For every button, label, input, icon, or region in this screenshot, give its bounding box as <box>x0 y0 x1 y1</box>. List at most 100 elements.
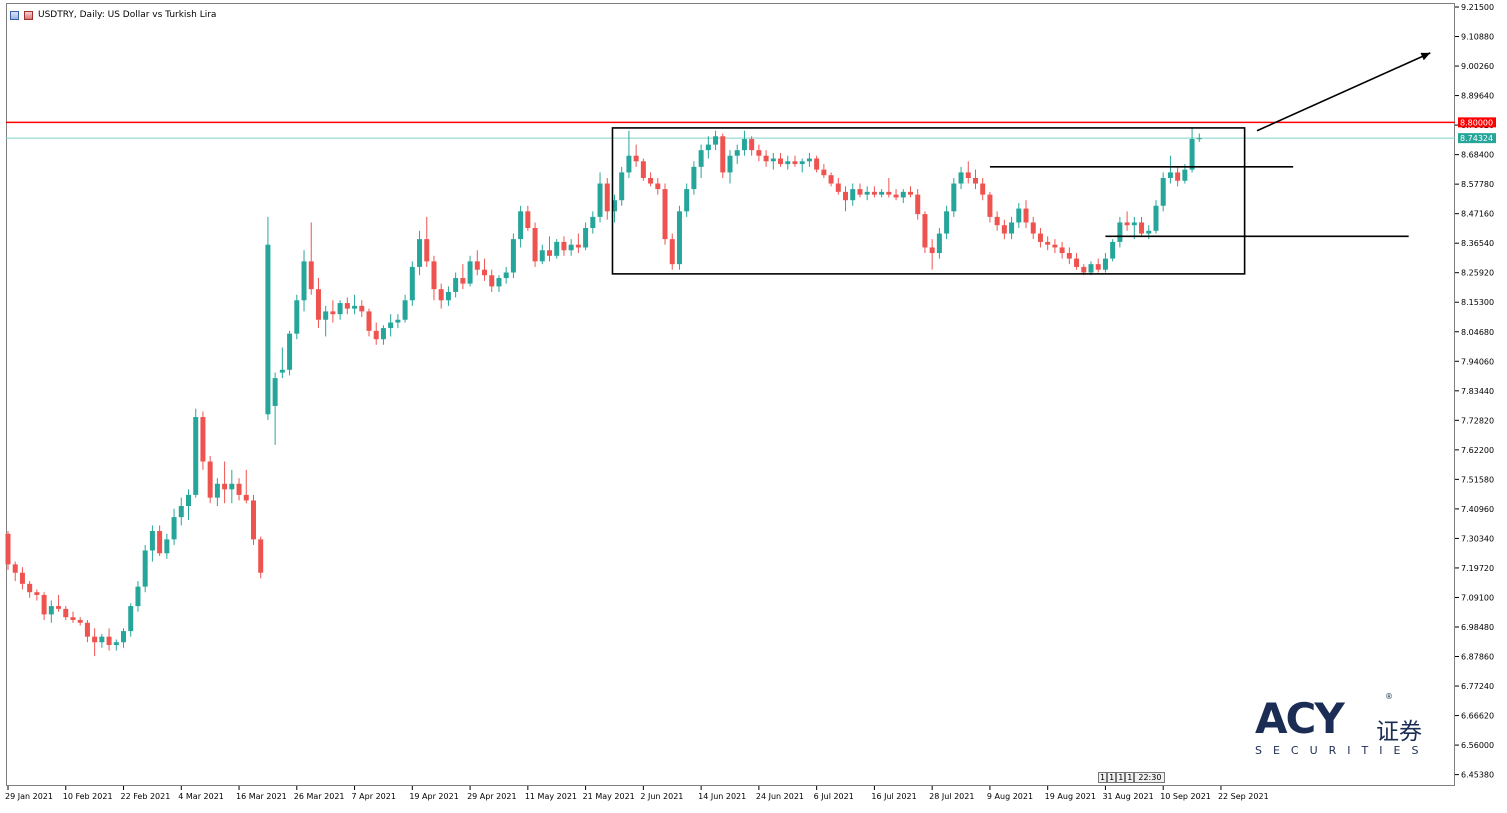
candle-body <box>265 244 271 415</box>
x-axis-tick-label: 29 Jan 2021 <box>5 792 53 801</box>
candle-body <box>611 200 617 212</box>
y-axis-tick-label: 9.10880 <box>1461 33 1494 42</box>
candle-body <box>554 241 560 256</box>
candle-body <box>84 622 90 637</box>
candle-body <box>1146 230 1152 234</box>
candle-body <box>236 483 242 495</box>
candle-body <box>48 606 54 615</box>
candle-body <box>12 564 18 573</box>
candle-body <box>1052 244 1058 248</box>
candle-body <box>222 483 228 490</box>
y-axis-tick-label: 8.68400 <box>1461 151 1494 160</box>
candle-body <box>532 228 538 262</box>
y-axis-tick-label: 8.15300 <box>1461 298 1494 307</box>
x-axis-tick-label: 10 Feb 2021 <box>63 792 113 801</box>
candle-body <box>34 592 40 595</box>
candle-body <box>503 272 509 279</box>
candle-body <box>164 539 170 554</box>
candle-body <box>380 328 386 340</box>
candle-body <box>713 136 719 145</box>
candle-body <box>272 378 278 406</box>
candle-body <box>77 619 83 623</box>
candle-body <box>1117 222 1123 242</box>
candle-body <box>792 161 798 165</box>
candle-body <box>27 583 33 593</box>
x-axis-tick-label: 10 Sep 2021 <box>1160 792 1211 801</box>
y-axis-tick-label: 8.36540 <box>1461 239 1494 248</box>
candle-body <box>330 311 336 315</box>
candle-body <box>431 261 437 290</box>
candle-body <box>373 330 379 340</box>
candle-body <box>1066 253 1072 259</box>
candle-body <box>1189 139 1195 170</box>
y-axis-tick-label: 8.57780 <box>1461 180 1494 189</box>
candle-body <box>366 311 372 331</box>
x-axis-tick-label: 28 Jul 2021 <box>929 792 974 801</box>
candle-body <box>1124 222 1130 226</box>
candle-body <box>250 500 256 540</box>
candle-body <box>900 191 906 198</box>
candle-body <box>944 211 950 234</box>
candle-body <box>315 289 321 320</box>
candle-body <box>843 191 849 201</box>
candle-body <box>640 161 646 178</box>
candle-body <box>778 158 784 165</box>
candle-body <box>958 172 964 184</box>
candle-body <box>922 214 928 248</box>
x-axis-tick-label: 16 Mar 2021 <box>236 792 287 801</box>
y-axis-tick-label: 6.98480 <box>1461 623 1494 632</box>
candle-body <box>1175 172 1181 181</box>
candle-body <box>1095 264 1101 270</box>
time-scroll-indicator[interactable]: 1 1 1 1 22:30 <box>1098 772 1166 783</box>
candle-body <box>56 606 62 609</box>
x-axis-tick-label: 7 Apr 2021 <box>352 792 396 801</box>
chart-title-bar: USDTRY, Daily: US Dollar vs Turkish Lira <box>10 8 216 22</box>
candle-body <box>1045 241 1051 245</box>
candle-body <box>936 233 942 254</box>
candle-body <box>424 239 430 262</box>
candle-body <box>857 189 863 195</box>
candle-body <box>539 250 545 262</box>
candle-body <box>626 155 632 173</box>
candle-body <box>1009 222 1015 234</box>
candle-body <box>149 531 155 551</box>
candle-body <box>850 189 856 201</box>
candle-body <box>41 594 47 615</box>
candle-body <box>186 494 191 507</box>
time-pill-seg: 1 <box>1125 772 1135 783</box>
x-axis-tick-label: 9 Aug 2021 <box>987 792 1033 801</box>
x-axis-tick-label: 31 Aug 2021 <box>1102 792 1153 801</box>
trend-arrow-head <box>1420 52 1431 61</box>
acy-securities-logo: ACY ® 证券 SECURITIES <box>1250 692 1450 762</box>
time-pill-time: 22:30 <box>1134 772 1166 783</box>
candle-body <box>684 189 690 212</box>
candle-body <box>113 642 119 646</box>
candle-body <box>496 278 502 287</box>
candle-body <box>121 631 127 643</box>
candle-body <box>828 175 834 184</box>
candle-body <box>1037 233 1043 242</box>
trend-arrow-line <box>1256 52 1431 132</box>
candle-body <box>70 617 76 620</box>
candle-body <box>99 636 105 643</box>
candle-body <box>518 211 524 240</box>
candle-body <box>1001 225 1007 234</box>
candle-body <box>1081 266 1087 273</box>
y-axis-tick-label: 9.00260 <box>1461 62 1494 71</box>
candle-body <box>92 636 98 643</box>
x-axis-tick-label: 24 Jun 2021 <box>756 792 804 801</box>
candle-body <box>821 169 827 176</box>
candle-body <box>561 241 567 251</box>
candle-body <box>691 166 697 190</box>
y-axis-tick-label: 6.45380 <box>1461 771 1494 780</box>
candle-body <box>698 150 704 167</box>
candle-body <box>106 636 112 646</box>
plot-area[interactable] <box>6 3 1455 786</box>
price-level-badge <box>1458 117 1496 128</box>
candle-body <box>359 305 365 312</box>
candle-body <box>799 161 805 165</box>
candle-body <box>1023 208 1029 223</box>
candle-body <box>178 506 184 518</box>
candle-body <box>951 183 957 212</box>
